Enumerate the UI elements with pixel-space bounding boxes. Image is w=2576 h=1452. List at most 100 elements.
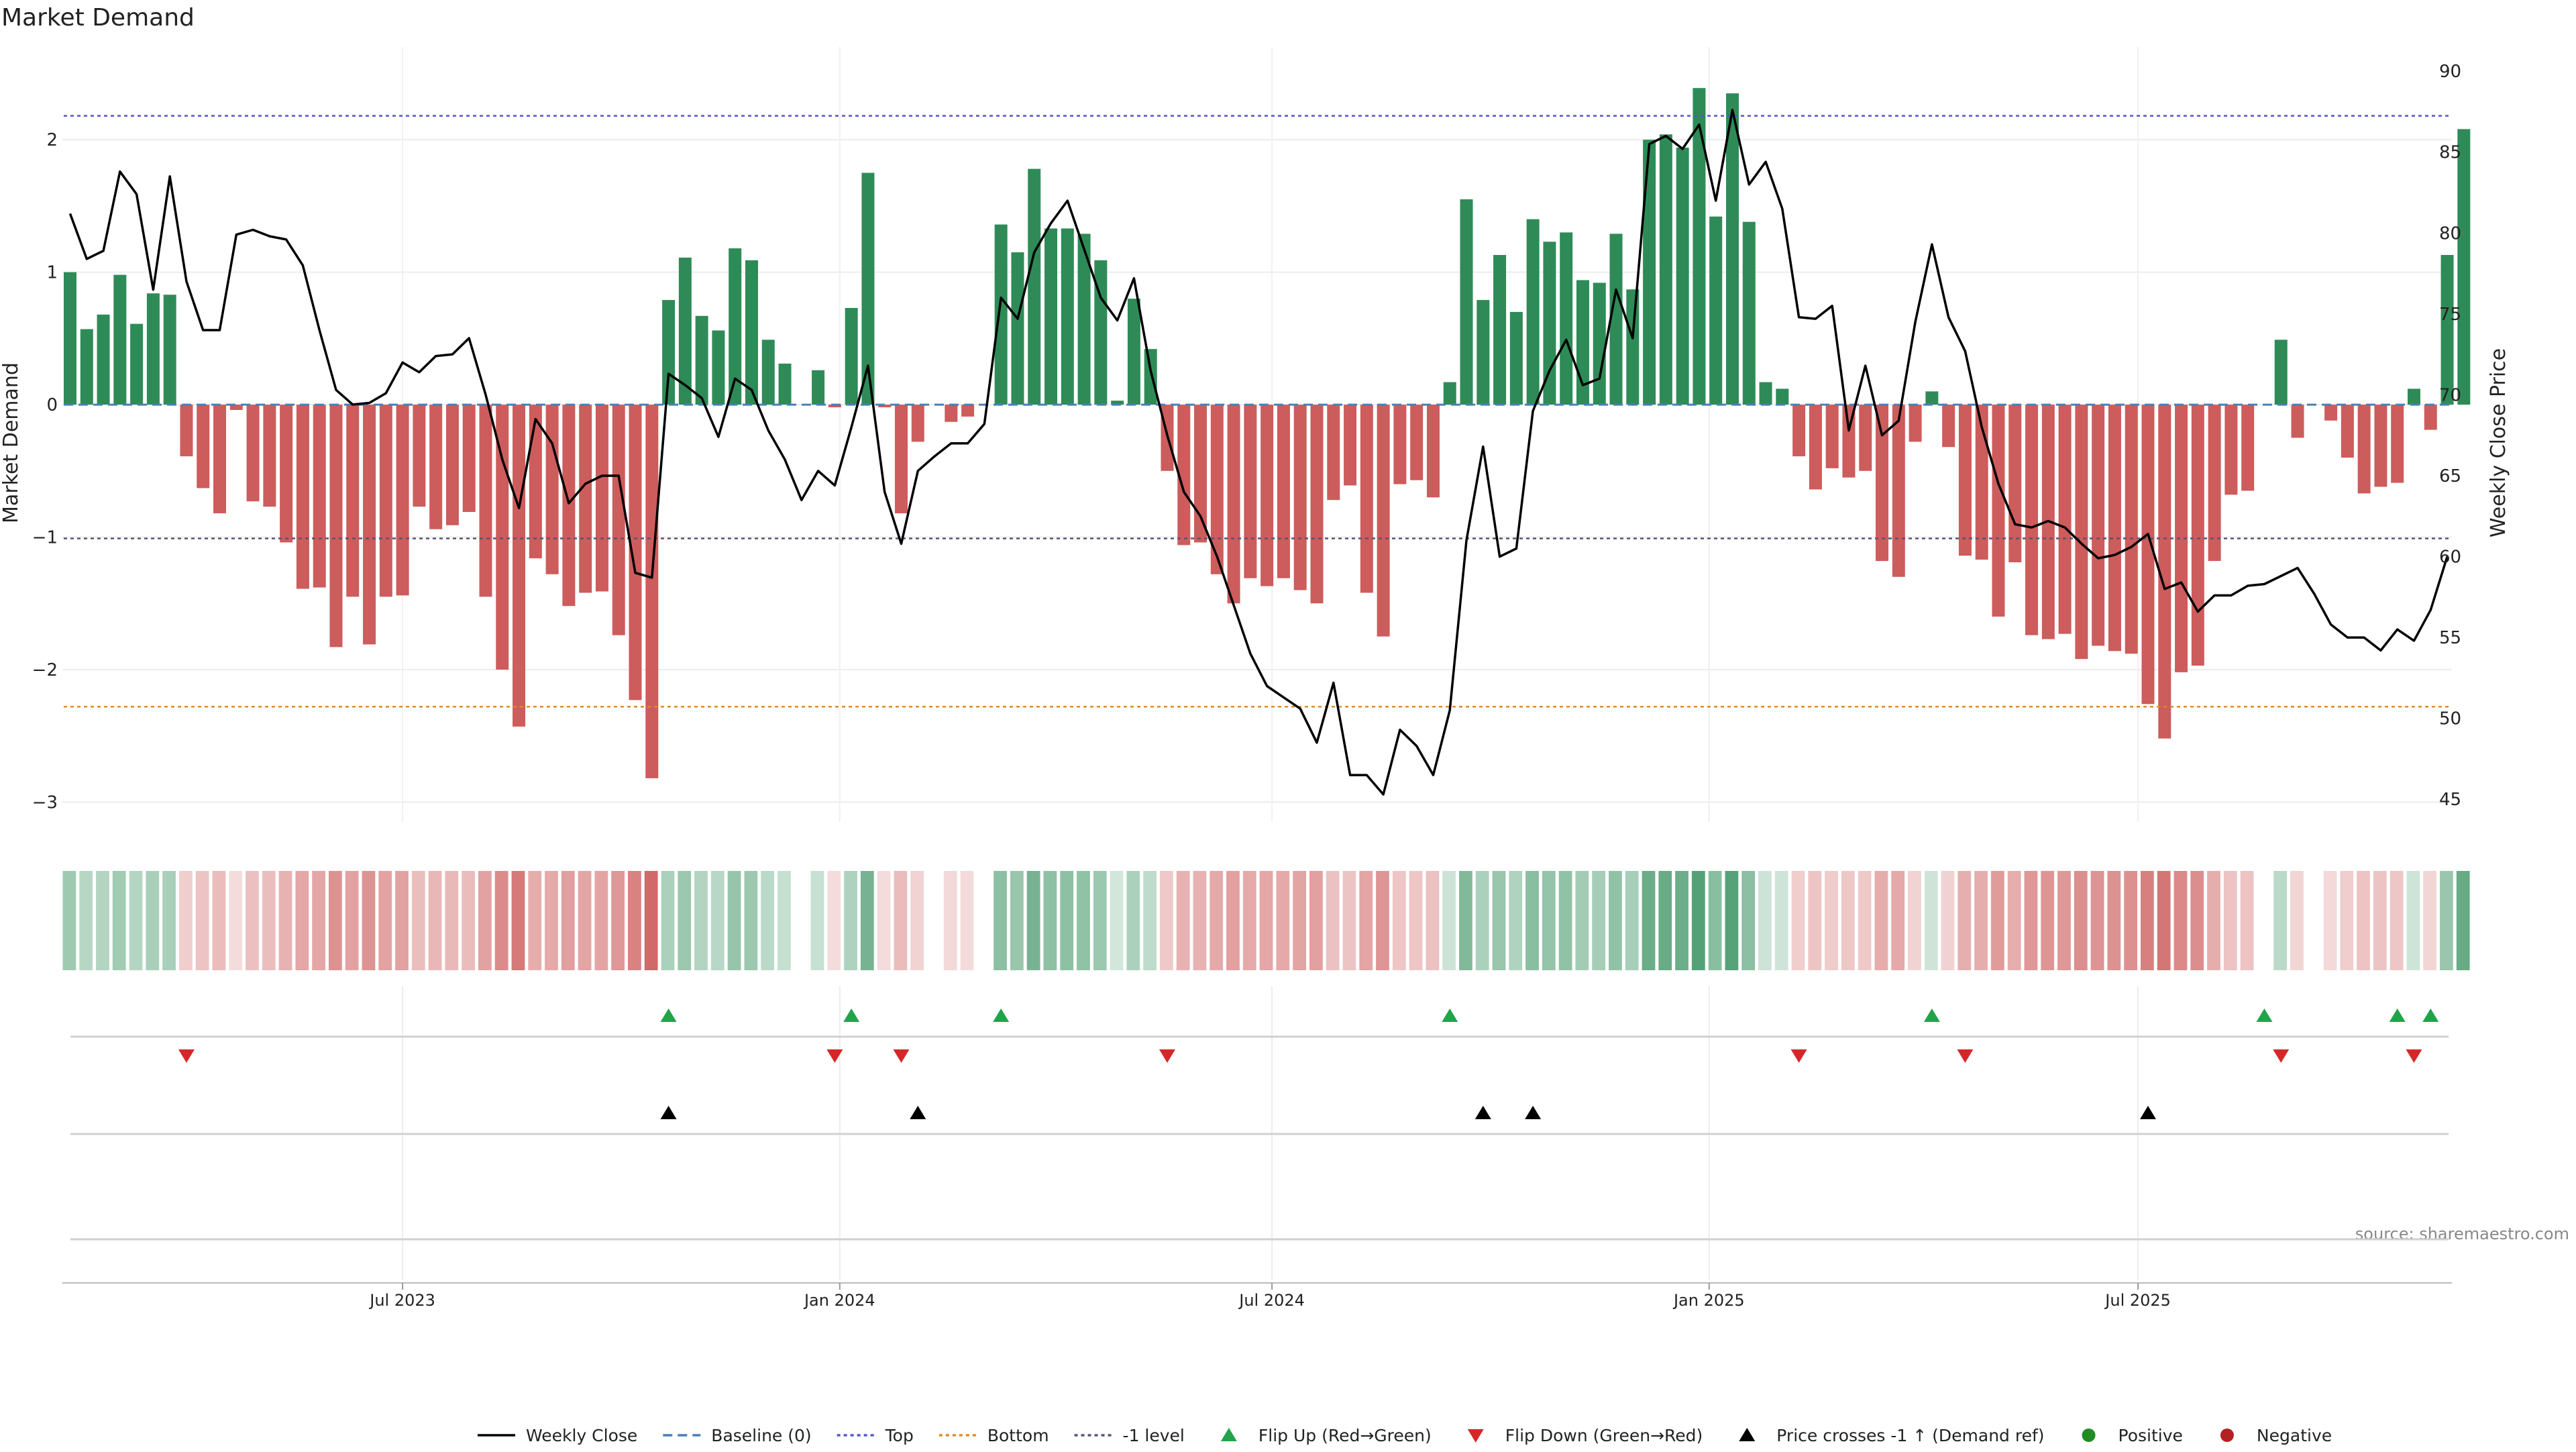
- demand-bar: [895, 405, 908, 513]
- heat-cell: [1858, 871, 1872, 970]
- heat-cell: [62, 871, 76, 970]
- reference-lines: [64, 115, 2452, 708]
- demand-bar: [1260, 405, 1274, 586]
- demand-bar: [761, 340, 775, 405]
- demand-bars: [64, 88, 2471, 778]
- legend-dot-swatch: [2220, 1429, 2234, 1442]
- demand-bar: [2191, 405, 2204, 666]
- heat-cell: [1026, 871, 1040, 970]
- demand-bar: [2291, 405, 2304, 438]
- demand-bar: [1676, 148, 1689, 405]
- x-axis: Jul 2023 Jan 2024 Jul 2024 Jan 2025 Jul 2025: [62, 1282, 2452, 1310]
- heat-cell: [2307, 871, 2320, 970]
- legend-label: Price crosses -1 ↑ (Demand ref): [1776, 1426, 2044, 1445]
- heat-cell: [2141, 871, 2154, 970]
- heat-cell: [1592, 871, 1606, 970]
- heat-cell: [1758, 871, 1772, 970]
- demand-bar: [745, 260, 758, 405]
- demand-bar: [1194, 405, 1208, 543]
- heat-cell: [943, 871, 957, 970]
- demand-bar: [579, 405, 592, 593]
- flip-down-marker: [2273, 1049, 2290, 1063]
- flip-up-marker: [2389, 1008, 2406, 1022]
- heat-cell: [1808, 871, 1822, 970]
- demand-bar: [1344, 405, 1357, 486]
- heat-cell: [2390, 871, 2404, 970]
- demand-bar: [612, 405, 625, 635]
- demand-bar: [2141, 405, 2155, 705]
- legend-item: Positive: [2082, 1426, 2183, 1445]
- demand-bar: [994, 224, 1008, 405]
- y-axis-label: Market Demand: [0, 362, 23, 523]
- demand-bar: [1227, 405, 1240, 604]
- heat-cell: [295, 871, 309, 970]
- demand-bar: [1925, 391, 1939, 405]
- demand-bar: [2008, 405, 2022, 563]
- flip-up-marker: [1923, 1008, 1940, 1022]
- heat-cell: [1492, 871, 1506, 970]
- demand-bar: [1526, 219, 1540, 405]
- legend-label: Negative: [2257, 1426, 2332, 1445]
- heat-cell: [1658, 871, 1672, 970]
- demand-bar: [1493, 254, 1507, 405]
- grid: [62, 47, 2452, 1280]
- heat-cell: [678, 871, 692, 970]
- heat-cell: [1957, 871, 1972, 970]
- demand-bar: [2341, 405, 2354, 458]
- demand-bar: [562, 405, 576, 607]
- heat-cell: [1475, 871, 1489, 970]
- flip-up-marker: [1442, 1008, 1458, 1022]
- legend-item: Price crosses -1 ↑ (Demand ref): [1739, 1426, 2045, 1445]
- heat-cell: [1841, 871, 1855, 970]
- demand-bar: [2424, 405, 2437, 430]
- demand-bar: [2457, 129, 2471, 405]
- demand-bar: [1094, 260, 1108, 405]
- demand-bar: [363, 405, 376, 645]
- heat-cell: [478, 871, 492, 970]
- event-rows: [70, 1008, 2449, 1241]
- legend-item: Bottom: [938, 1426, 1049, 1445]
- heat-cell: [2273, 871, 2288, 970]
- legend-label: Flip Up (Red→Green): [1258, 1426, 1432, 1445]
- heat-cell: [445, 871, 459, 970]
- flip-up-marker: [2422, 1008, 2439, 1022]
- demand-bar: [1942, 405, 1955, 448]
- y-tick-label: −2: [32, 660, 58, 680]
- heat-cell: [1459, 871, 1472, 970]
- heat-cell: [1326, 871, 1340, 970]
- x-tick-label: Jul 2023: [368, 1291, 435, 1310]
- axes: 2 1 0 −1 −2 −3 90 85 80 75 70 65 60 55 50 45 Market Dema…: [0, 62, 2510, 813]
- demand-bar: [462, 405, 476, 512]
- demand-bar: [280, 405, 293, 543]
- heat-cell: [877, 871, 891, 970]
- demand-bar: [645, 405, 659, 778]
- demand-bar: [146, 293, 160, 405]
- demand-bar: [2075, 405, 2088, 660]
- heat-cell: [229, 871, 243, 970]
- heat-cell: [2074, 871, 2088, 970]
- demand-bar: [945, 405, 958, 422]
- flip-up-marker: [660, 1008, 677, 1022]
- heat-cell: [2007, 871, 2021, 970]
- demand-bar: [1061, 228, 1074, 405]
- demand-bar: [1742, 221, 1756, 405]
- heat-cell: [2124, 871, 2137, 970]
- heat-cell: [1392, 871, 1406, 970]
- demand-bar: [845, 307, 858, 405]
- demand-bar: [1011, 252, 1024, 405]
- demand-bar: [296, 405, 309, 589]
- heat-cell: [1825, 871, 1838, 970]
- legend-label: Weekly Close: [526, 1426, 637, 1445]
- demand-bar: [1426, 405, 1440, 498]
- demand-bar: [911, 405, 924, 442]
- demand-bar: [1626, 289, 1640, 405]
- heat-cell: [262, 871, 276, 970]
- demand-bar: [1709, 216, 1723, 405]
- heat-cell: [1990, 871, 2004, 970]
- heat-cell: [561, 871, 575, 970]
- heat-cell: [411, 871, 425, 970]
- y2-tick-label: 75: [2439, 305, 2461, 325]
- x-tick-label: Jul 2025: [2104, 1291, 2171, 1310]
- demand-bar: [1111, 401, 1124, 405]
